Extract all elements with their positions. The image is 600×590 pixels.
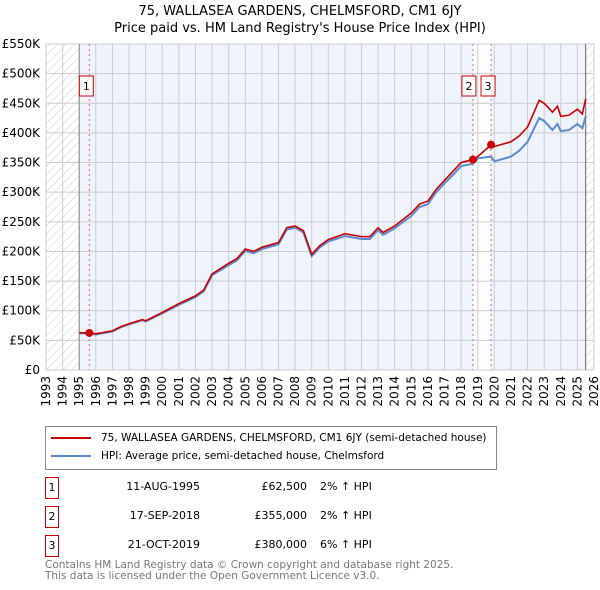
sale-price: £380,000 — [254, 538, 308, 551]
legend-property: 75, WALLASEA GARDENS, CHELMSFORD, CM1 6J… — [101, 432, 487, 444]
x-tick-label: 2022 — [521, 376, 535, 407]
sale-marker: 1 — [45, 477, 59, 499]
sale-label-box — [78, 75, 94, 97]
x-tick-label: 2015 — [404, 376, 418, 407]
y-tick-label: £500K — [2, 67, 42, 81]
sale-price: £62,500 — [261, 480, 308, 493]
sale-row: 1 11-AUG-1995 £62,500 2% ↑ HPI — [45, 477, 445, 499]
sale-date: 11-AUG-1995 — [126, 480, 200, 493]
y-tick-label: £200K — [2, 244, 42, 258]
sale-point — [468, 155, 477, 164]
series-line-hpi — [79, 116, 587, 336]
x-tick-label: 2006 — [255, 376, 269, 407]
sale-label-box — [480, 75, 496, 97]
sale-row: 2 17-SEP-2018 £355,000 2% ↑ HPI — [45, 506, 445, 528]
x-tick-label: 2010 — [321, 376, 335, 407]
x-tick-label: 1998 — [122, 376, 136, 407]
x-tick-label: 1997 — [105, 376, 119, 407]
price-chart: 1993 1994 1995 1996 1997 1998 1999 2000 2001 2002… — [2, 37, 600, 407]
sale-point — [487, 140, 496, 149]
x-tick-label: 1999 — [139, 376, 153, 407]
y-tick-label: £0 — [25, 363, 40, 377]
chart-subtitle: Price paid vs. HM Land Registry's House … — [114, 21, 486, 36]
y-tick-label: £50K — [9, 333, 41, 347]
x-tick-label: 1993 — [39, 376, 53, 407]
chart-title: 75, WALLASEA GARDENS, CHELMSFORD, CM1 6J… — [138, 4, 462, 19]
x-tick-label: 2004 — [222, 376, 236, 407]
x-tick-label: 1996 — [89, 376, 103, 407]
legend-red-line — [51, 437, 91, 439]
x-tick-label: 2024 — [554, 376, 568, 407]
y-tick-label: £150K — [2, 274, 42, 288]
x-tick-label: 2025 — [570, 376, 584, 407]
sale-date: 21-OCT-2019 — [127, 538, 200, 551]
series-line-property — [79, 98, 587, 335]
sale-label: 3 — [485, 80, 492, 93]
x-tick-label: 2002 — [188, 376, 202, 407]
sale-label: 2 — [465, 80, 472, 93]
x-tick-label: 2011 — [338, 376, 352, 407]
x-tick-label: 2000 — [155, 376, 169, 407]
x-tick-label: 2001 — [172, 376, 186, 407]
footer: Contains HM Land Registry data © Crown c… — [45, 560, 453, 582]
x-tick-label: 2007 — [271, 376, 285, 407]
x-tick-label: 2016 — [421, 376, 435, 407]
x-tick-label: 2005 — [238, 376, 252, 407]
x-tick-label: 2026 — [587, 376, 600, 407]
footer-copyright: Contains HM Land Registry data © Crown c… — [45, 559, 454, 571]
sale-marker: 2 — [45, 506, 59, 528]
sale-label-box — [461, 75, 477, 97]
y-tick-label: £350K — [2, 156, 42, 170]
hatched-region — [585, 44, 594, 370]
legend-blue-line — [51, 455, 91, 457]
x-tick-label: 2018 — [454, 376, 468, 407]
legend-hpi: HPI: Average price, semi-detached house,… — [101, 450, 385, 462]
x-tick-label: 2008 — [288, 376, 302, 407]
x-tick-label: 1995 — [72, 376, 86, 407]
sale-hpi: 2% ↑ HPI — [320, 509, 372, 522]
x-tick-label: 2003 — [205, 376, 219, 407]
x-tick-label: 2017 — [438, 376, 452, 407]
legend: 75, WALLASEA GARDENS, CHELMSFORD, CM1 6J… — [45, 426, 497, 470]
x-tick-label: 2020 — [487, 376, 501, 407]
y-tick-label: £550K — [2, 37, 42, 51]
x-tick-label: 2013 — [371, 376, 385, 407]
data-region — [79, 44, 586, 370]
sale-hpi: 6% ↑ HPI — [320, 538, 372, 551]
sale-marker: 3 — [45, 535, 59, 557]
sale-label: 1 — [83, 80, 90, 93]
y-tick-label: £300K — [2, 185, 42, 199]
sale-price: £355,000 — [254, 509, 308, 522]
x-tick-label: 2012 — [355, 376, 369, 407]
x-tick-label: 2021 — [504, 376, 518, 407]
x-tick-label: 2009 — [305, 376, 319, 407]
sale-point — [85, 328, 94, 337]
sale-hpi: 2% ↑ HPI — [320, 480, 372, 493]
y-tick-label: £450K — [2, 96, 42, 110]
footer-licence: This data is licensed under the Open Gov… — [45, 570, 380, 582]
sale-row: 3 21-OCT-2019 £380,000 6% ↑ HPI — [45, 535, 445, 557]
y-tick-label: £100K — [2, 304, 42, 318]
x-tick-label: 2014 — [388, 376, 402, 407]
x-tick-label: 2023 — [537, 376, 551, 407]
x-tick-label: 2019 — [471, 376, 485, 407]
y-tick-label: £400K — [2, 126, 42, 140]
sale-date: 17-SEP-2018 — [129, 509, 200, 522]
y-tick-label: £250K — [2, 215, 42, 229]
x-tick-label: 1994 — [56, 376, 70, 407]
